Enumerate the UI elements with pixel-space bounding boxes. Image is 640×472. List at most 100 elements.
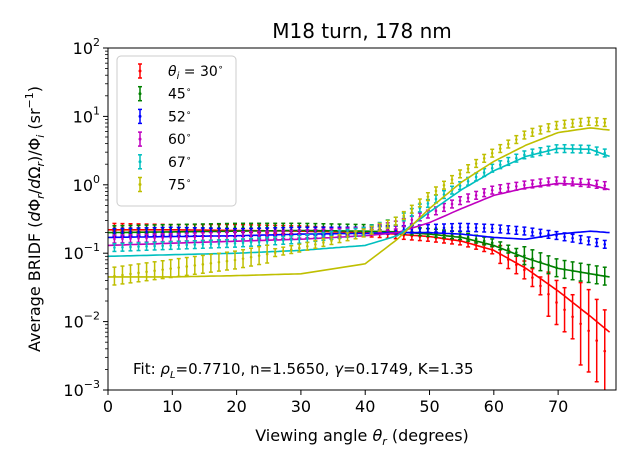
x-axis: 0 10 20 30 40 50 60 70 — [103, 390, 568, 416]
data-point — [482, 246, 486, 249]
data-point — [579, 238, 582, 241]
data-point — [563, 308, 566, 312]
data-point — [145, 230, 148, 234]
data-point — [603, 121, 607, 124]
data-point — [482, 226, 486, 230]
data-point — [322, 235, 325, 238]
data-point — [354, 233, 357, 237]
data-point — [241, 241, 245, 245]
y-tick-label: 100 — [73, 173, 100, 195]
data-point — [531, 131, 534, 134]
data-point — [233, 258, 237, 262]
data-point — [217, 242, 221, 246]
data-point — [265, 240, 269, 243]
data-point — [289, 248, 293, 251]
data-point — [177, 266, 181, 269]
data-point — [571, 315, 574, 319]
data-point — [458, 199, 462, 202]
data-point — [193, 235, 197, 239]
data-point — [153, 244, 156, 248]
data-point — [466, 235, 470, 239]
legend-marker-dot — [138, 69, 142, 73]
data-point — [523, 229, 526, 233]
data-point — [169, 267, 172, 270]
data-point — [161, 236, 164, 240]
data-point — [113, 246, 116, 249]
data-point — [402, 221, 406, 224]
data-point — [217, 260, 221, 264]
data-point — [418, 227, 422, 231]
data-point — [161, 230, 164, 233]
data-point — [394, 219, 398, 223]
data-point — [490, 248, 494, 252]
data-point — [426, 227, 430, 230]
data-point — [185, 235, 189, 239]
data-point — [330, 239, 333, 242]
data-point — [113, 237, 116, 241]
data-point — [289, 238, 293, 242]
data-point — [137, 230, 140, 234]
legend-marker-dot — [138, 183, 142, 186]
legend-box — [116, 55, 237, 207]
data-point — [539, 181, 542, 185]
data-point — [547, 180, 550, 184]
y-axis-label: Average BRIDF (dΦr/dΩr)/Φi (sr−1) — [23, 86, 47, 352]
data-point — [209, 242, 213, 246]
data-point — [273, 239, 277, 243]
y-axis: 10−3 10−2 10−1 100 101 102 — [63, 36, 108, 400]
data-point — [257, 254, 261, 257]
data-point — [434, 226, 438, 230]
data-point — [265, 252, 269, 256]
data-point — [515, 251, 518, 254]
data-point — [137, 237, 140, 240]
data-point — [523, 183, 526, 187]
data-point — [458, 184, 462, 187]
y-tick-label: 10−2 — [63, 310, 100, 332]
data-point — [185, 243, 189, 247]
data-point — [539, 260, 542, 264]
legend-marker-dot — [138, 92, 142, 96]
data-point — [129, 237, 132, 240]
data-point — [121, 230, 124, 234]
data-point — [587, 329, 590, 333]
data-point — [466, 241, 470, 245]
data-point — [450, 178, 454, 181]
data-point — [442, 183, 446, 187]
data-point — [458, 239, 462, 243]
data-point — [531, 151, 534, 155]
data-point — [555, 266, 558, 270]
data-point — [571, 147, 574, 151]
x-axis-label: Viewing angle θr (degrees) — [255, 426, 469, 448]
data-point — [579, 181, 582, 184]
data-point — [161, 244, 164, 248]
legend-label: θi = 30∘ — [168, 63, 223, 82]
data-point — [571, 180, 574, 184]
data-point — [482, 171, 486, 174]
data-point — [281, 233, 285, 236]
fit-curve — [108, 230, 610, 241]
legend-label: 67∘ — [168, 154, 191, 171]
data-point — [241, 257, 245, 260]
y-tick-label: 10−1 — [63, 241, 100, 263]
data-point — [161, 268, 164, 271]
data-point — [515, 184, 518, 188]
data-point — [587, 272, 590, 275]
data-point — [225, 259, 229, 263]
data-point — [531, 230, 534, 234]
data-point — [603, 184, 607, 187]
data-point — [498, 187, 502, 190]
data-point — [322, 241, 325, 244]
data-point — [145, 245, 148, 248]
data-point — [177, 243, 181, 247]
data-point — [563, 235, 566, 239]
data-point — [177, 235, 181, 239]
data-point — [506, 247, 510, 251]
data-point — [314, 236, 317, 239]
data-point — [450, 202, 454, 206]
data-point — [587, 181, 590, 185]
data-point — [595, 183, 599, 186]
data-point — [474, 162, 478, 165]
data-point — [306, 244, 309, 248]
data-point — [474, 226, 478, 230]
legend-marker-dot — [138, 114, 142, 118]
